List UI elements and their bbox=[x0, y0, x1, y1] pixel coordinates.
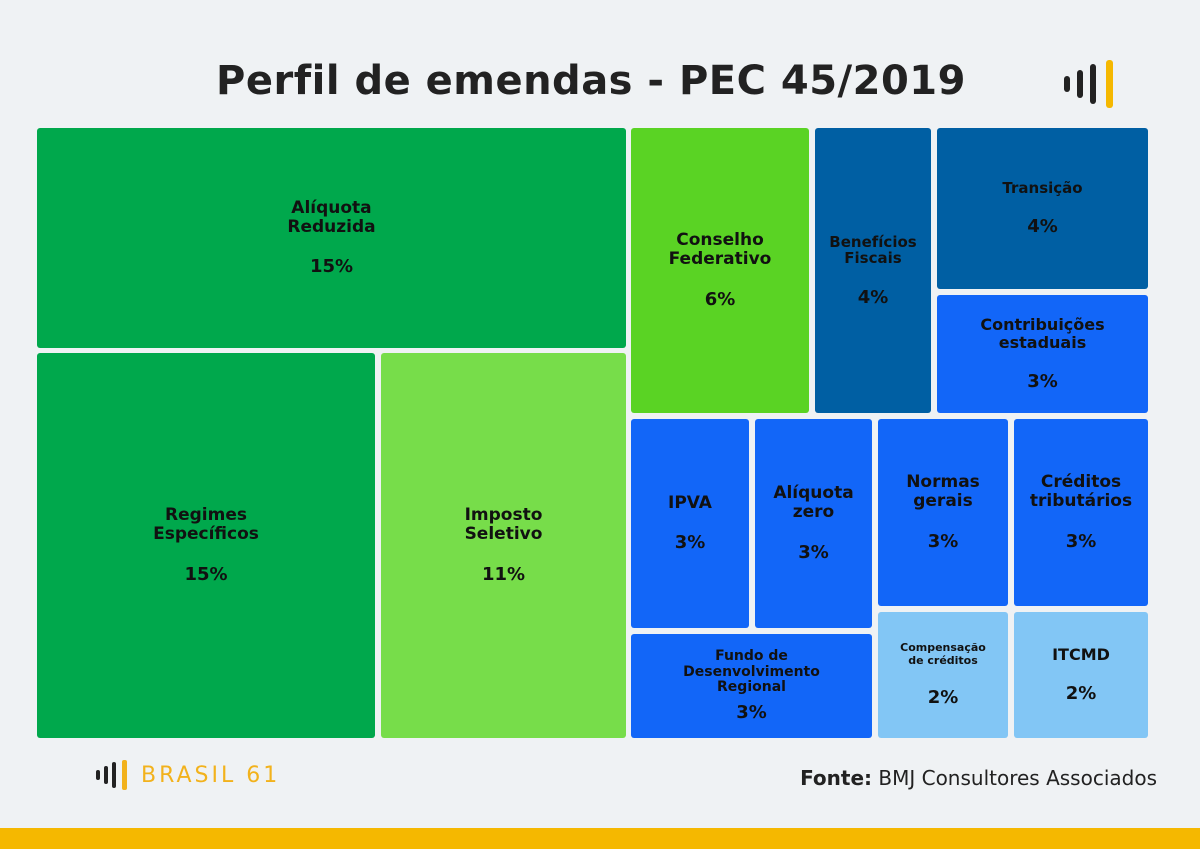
chart-title: Perfil de emendas - PEC 45/2019 bbox=[216, 58, 966, 104]
tile-value: 15% bbox=[184, 563, 228, 585]
tile-label: Regimes Específicos bbox=[153, 505, 259, 544]
source-label: Fonte: bbox=[800, 766, 873, 790]
treemap-tile: Normas gerais 3% bbox=[878, 419, 1008, 606]
treemap-tile: Créditos tributários 3% bbox=[1014, 419, 1148, 606]
tile-label: Imposto Seletivo bbox=[464, 505, 543, 544]
tile-value: 15% bbox=[309, 256, 354, 278]
tile-value: 2% bbox=[927, 686, 959, 708]
tile-value: 4% bbox=[857, 286, 889, 308]
tile-value: 3% bbox=[736, 701, 767, 723]
tile-label: IPVA bbox=[668, 492, 712, 513]
tile-label: Alíquota Reduzida bbox=[287, 197, 376, 237]
tile-label: Normas gerais bbox=[906, 472, 980, 511]
tile-label: Contribuições estaduais bbox=[980, 314, 1105, 352]
tile-label: Créditos tributários bbox=[1029, 472, 1133, 511]
treemap-tile: Imposto Seletivo 11% bbox=[381, 353, 626, 738]
treemap-tile: Conselho Federativo 6% bbox=[631, 128, 809, 413]
tile-value: 3% bbox=[1065, 530, 1097, 552]
tile-value: 3% bbox=[674, 532, 706, 554]
treemap-tile: Transição 4% bbox=[937, 128, 1148, 289]
tile-value: 3% bbox=[798, 541, 829, 563]
tile-value: 3% bbox=[927, 530, 959, 552]
tile-label: Benefícios Fiscais bbox=[829, 232, 917, 267]
brand-name: BRASIL 61 bbox=[141, 762, 281, 788]
treemap-tile: Contribuições estaduais 3% bbox=[937, 295, 1148, 413]
tile-label: Compensação de créditos bbox=[900, 641, 986, 667]
treemap-tile: IPVA 3% bbox=[631, 419, 749, 628]
tile-value: 2% bbox=[1065, 683, 1097, 705]
treemap-tile: Regimes Específicos 15% bbox=[37, 353, 375, 738]
tile-value: 4% bbox=[1027, 216, 1058, 238]
brand-bars-icon bbox=[96, 760, 127, 790]
tile-label: Conselho Federativo bbox=[668, 230, 772, 269]
tile-label: Alíquota zero bbox=[773, 483, 854, 522]
treemap-tile: Compensação de créditos 2% bbox=[878, 612, 1008, 738]
treemap-tile: Fundo de Desenvolvimento Regional 3% bbox=[631, 634, 872, 738]
tile-value: 3% bbox=[1027, 371, 1058, 393]
tile-value: 6% bbox=[704, 288, 736, 310]
tile-label: Transição bbox=[1002, 178, 1083, 197]
tile-label: ITCMD bbox=[1052, 644, 1110, 664]
treemap-tile: Alíquota Reduzida 15% bbox=[37, 128, 626, 348]
tile-value: 11% bbox=[481, 563, 526, 585]
brand-footer: BRASIL 61 bbox=[95, 760, 280, 790]
tile-label: Fundo de Desenvolvimento Regional bbox=[683, 648, 820, 696]
treemap-tile: ITCMD 2% bbox=[1014, 612, 1148, 738]
brand-logo-icon bbox=[1064, 60, 1113, 108]
bottom-accent-bar bbox=[0, 828, 1200, 849]
source-value: BMJ Consultores Associados bbox=[872, 766, 1157, 790]
treemap-tile: Benefícios Fiscais 4% bbox=[815, 128, 931, 413]
source-note: Fonte: BMJ Consultores Associados bbox=[800, 766, 1157, 790]
treemap-tile: Alíquota zero 3% bbox=[755, 419, 872, 628]
